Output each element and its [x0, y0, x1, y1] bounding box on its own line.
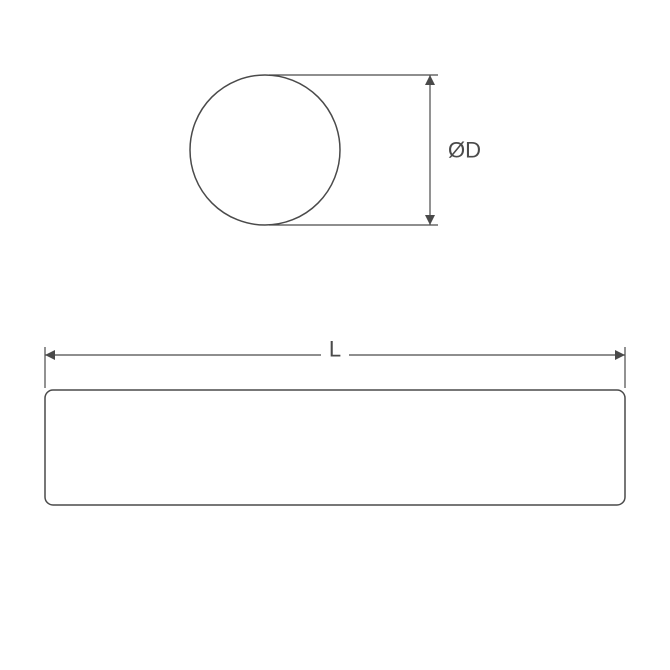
side-view-rect	[45, 390, 625, 505]
length-arrow-right	[615, 350, 625, 360]
top-view-circle	[190, 75, 340, 225]
length-label: L	[329, 337, 341, 362]
diameter-arrow-top	[425, 75, 435, 85]
diameter-arrow-bottom	[425, 215, 435, 225]
length-arrow-left	[45, 350, 55, 360]
diameter-label: ØD	[448, 138, 481, 163]
